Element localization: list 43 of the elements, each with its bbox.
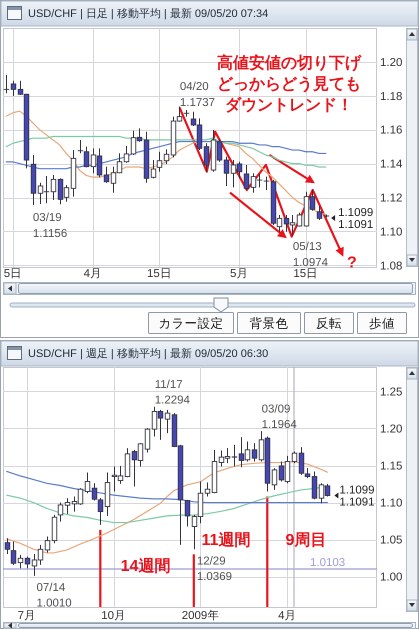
- note: 11週間: [201, 532, 250, 549]
- button: カラー設定: [148, 312, 234, 334]
- ytick-label: 1.18: [380, 90, 402, 103]
- xtick-label: 10月: [101, 610, 126, 622]
- button: 歩値: [357, 312, 407, 334]
- data-label: 07/14 1.0010: [36, 582, 72, 610]
- data-label: 05/13 1.0974: [292, 241, 328, 270]
- note: 14週間: [120, 558, 170, 575]
- note: 9周目: [285, 532, 326, 549]
- xtick-label: 5月: [230, 268, 248, 280]
- data-label: 04/20 1.1737: [180, 81, 216, 110]
- ytick-label: 1.25: [380, 386, 402, 398]
- data-label: 1.1099 1.1091: [338, 207, 374, 232]
- ytick-label: 1.15: [380, 460, 402, 473]
- ytick-label: 1.10: [380, 498, 402, 510]
- ytick-label: 1.16: [380, 124, 402, 137]
- note: 高値安値の切り下げどっからどう見てもダウントレンド！: [217, 54, 362, 114]
- data-label: 03/19 1.1156: [32, 212, 68, 240]
- note: ?: [347, 254, 357, 272]
- data-label: 03/09 1.1964: [262, 404, 297, 432]
- ytick-label: 1.10: [380, 226, 402, 238]
- ytick-label: 1.00: [380, 572, 402, 584]
- title: USD/CHF | 週足 | 移動平均 | 最新 09/05/20 06:30: [28, 348, 268, 360]
- button: 背景色: [237, 312, 301, 334]
- ytick-label: 1.14: [380, 158, 402, 171]
- button: 反転: [304, 312, 354, 334]
- xtick-label: 5日: [4, 268, 22, 280]
- ytick-label: 1.05: [380, 534, 402, 547]
- xtick-label: 15日: [293, 268, 318, 280]
- ref-label: 1.0103: [310, 557, 346, 569]
- xtick-label: 2009年: [182, 610, 220, 622]
- ytick-label: 1.08: [380, 260, 402, 272]
- xtick-label: 4月: [84, 268, 102, 280]
- title: USD/CHF | 日足 | 移動平均 | 最新 09/05/20 07:34: [28, 8, 268, 20]
- data-label: 11/17 1.2294: [154, 379, 190, 407]
- price-label: 1.1099 1.1091: [339, 484, 375, 509]
- ytick-label: 1.20: [380, 423, 402, 436]
- xtick-label: 4月: [278, 610, 297, 622]
- xtick-label: 7月: [18, 610, 36, 622]
- xtick-label: 15日: [147, 268, 172, 280]
- data-label: 12/29 1.0369: [196, 555, 232, 583]
- ytick-label: 1.12: [380, 192, 402, 204]
- ytick-label: 1.20: [380, 56, 402, 69]
